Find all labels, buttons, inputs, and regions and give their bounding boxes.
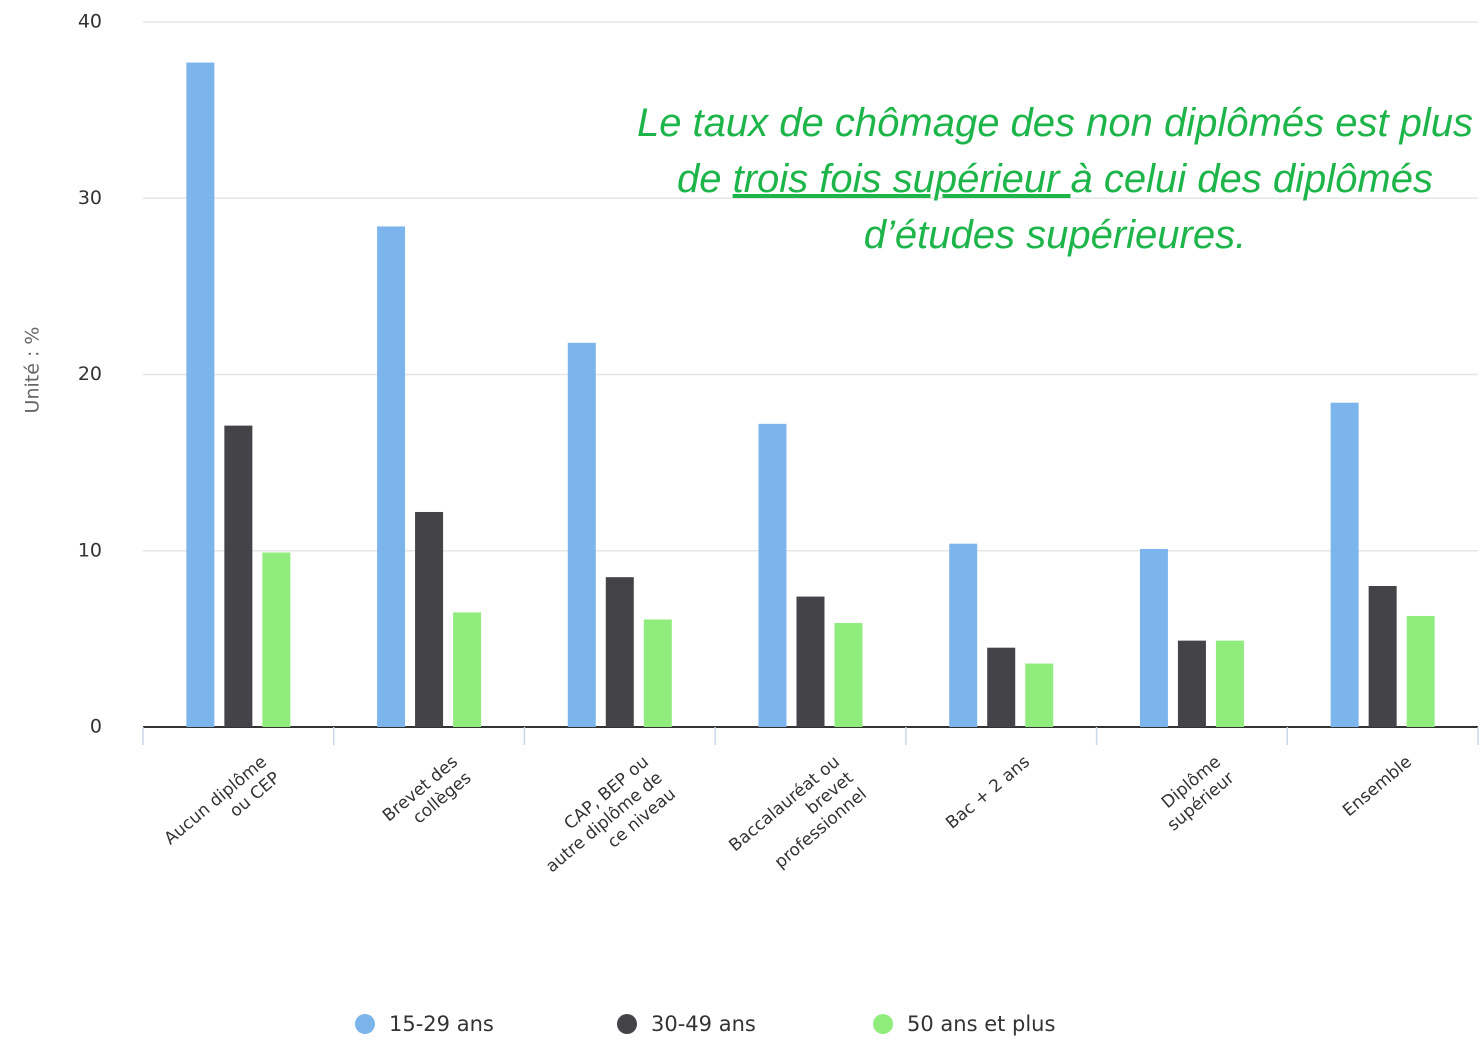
bar <box>834 623 863 727</box>
bar <box>377 226 406 727</box>
y-tick-label: 10 <box>78 539 102 561</box>
annotation-part: Le taux de chômage des non diplômés est … <box>636 101 1474 201</box>
y-tick-label: 40 <box>78 11 102 33</box>
bar <box>1025 663 1054 727</box>
legend-label: 50 ans et plus <box>907 1012 1055 1036</box>
bar <box>1406 615 1435 727</box>
annotation: Le taux de chômage des non diplômés est … <box>630 95 1480 263</box>
bar <box>1139 548 1168 727</box>
y-axis-label: Unité : % <box>22 327 44 414</box>
y-tick-label: 20 <box>78 363 102 385</box>
legend-label: 15-29 ans <box>389 1012 494 1036</box>
legend-marker <box>355 1014 375 1034</box>
bar <box>567 342 596 727</box>
bar <box>1330 402 1359 727</box>
bar <box>224 425 253 727</box>
annotation-part: trois fois supérieur <box>732 157 1071 201</box>
bar <box>453 612 482 727</box>
bar <box>262 552 291 727</box>
bar <box>605 577 634 727</box>
bar <box>949 543 978 727</box>
y-tick-label: 30 <box>78 187 102 209</box>
bar <box>987 647 1016 727</box>
bar <box>1215 640 1244 727</box>
annotation-part: à celui des diplômés d’études supérieure… <box>863 157 1433 257</box>
bar <box>415 511 444 727</box>
bar <box>643 619 672 727</box>
bar <box>796 596 825 727</box>
bar <box>1177 640 1206 727</box>
legend-label: 30-49 ans <box>651 1012 756 1036</box>
legend-marker <box>873 1014 893 1034</box>
bar <box>1368 586 1397 727</box>
y-tick-label: 0 <box>90 716 102 738</box>
bar <box>758 423 787 727</box>
legend-marker <box>617 1014 637 1034</box>
bar <box>186 62 215 728</box>
